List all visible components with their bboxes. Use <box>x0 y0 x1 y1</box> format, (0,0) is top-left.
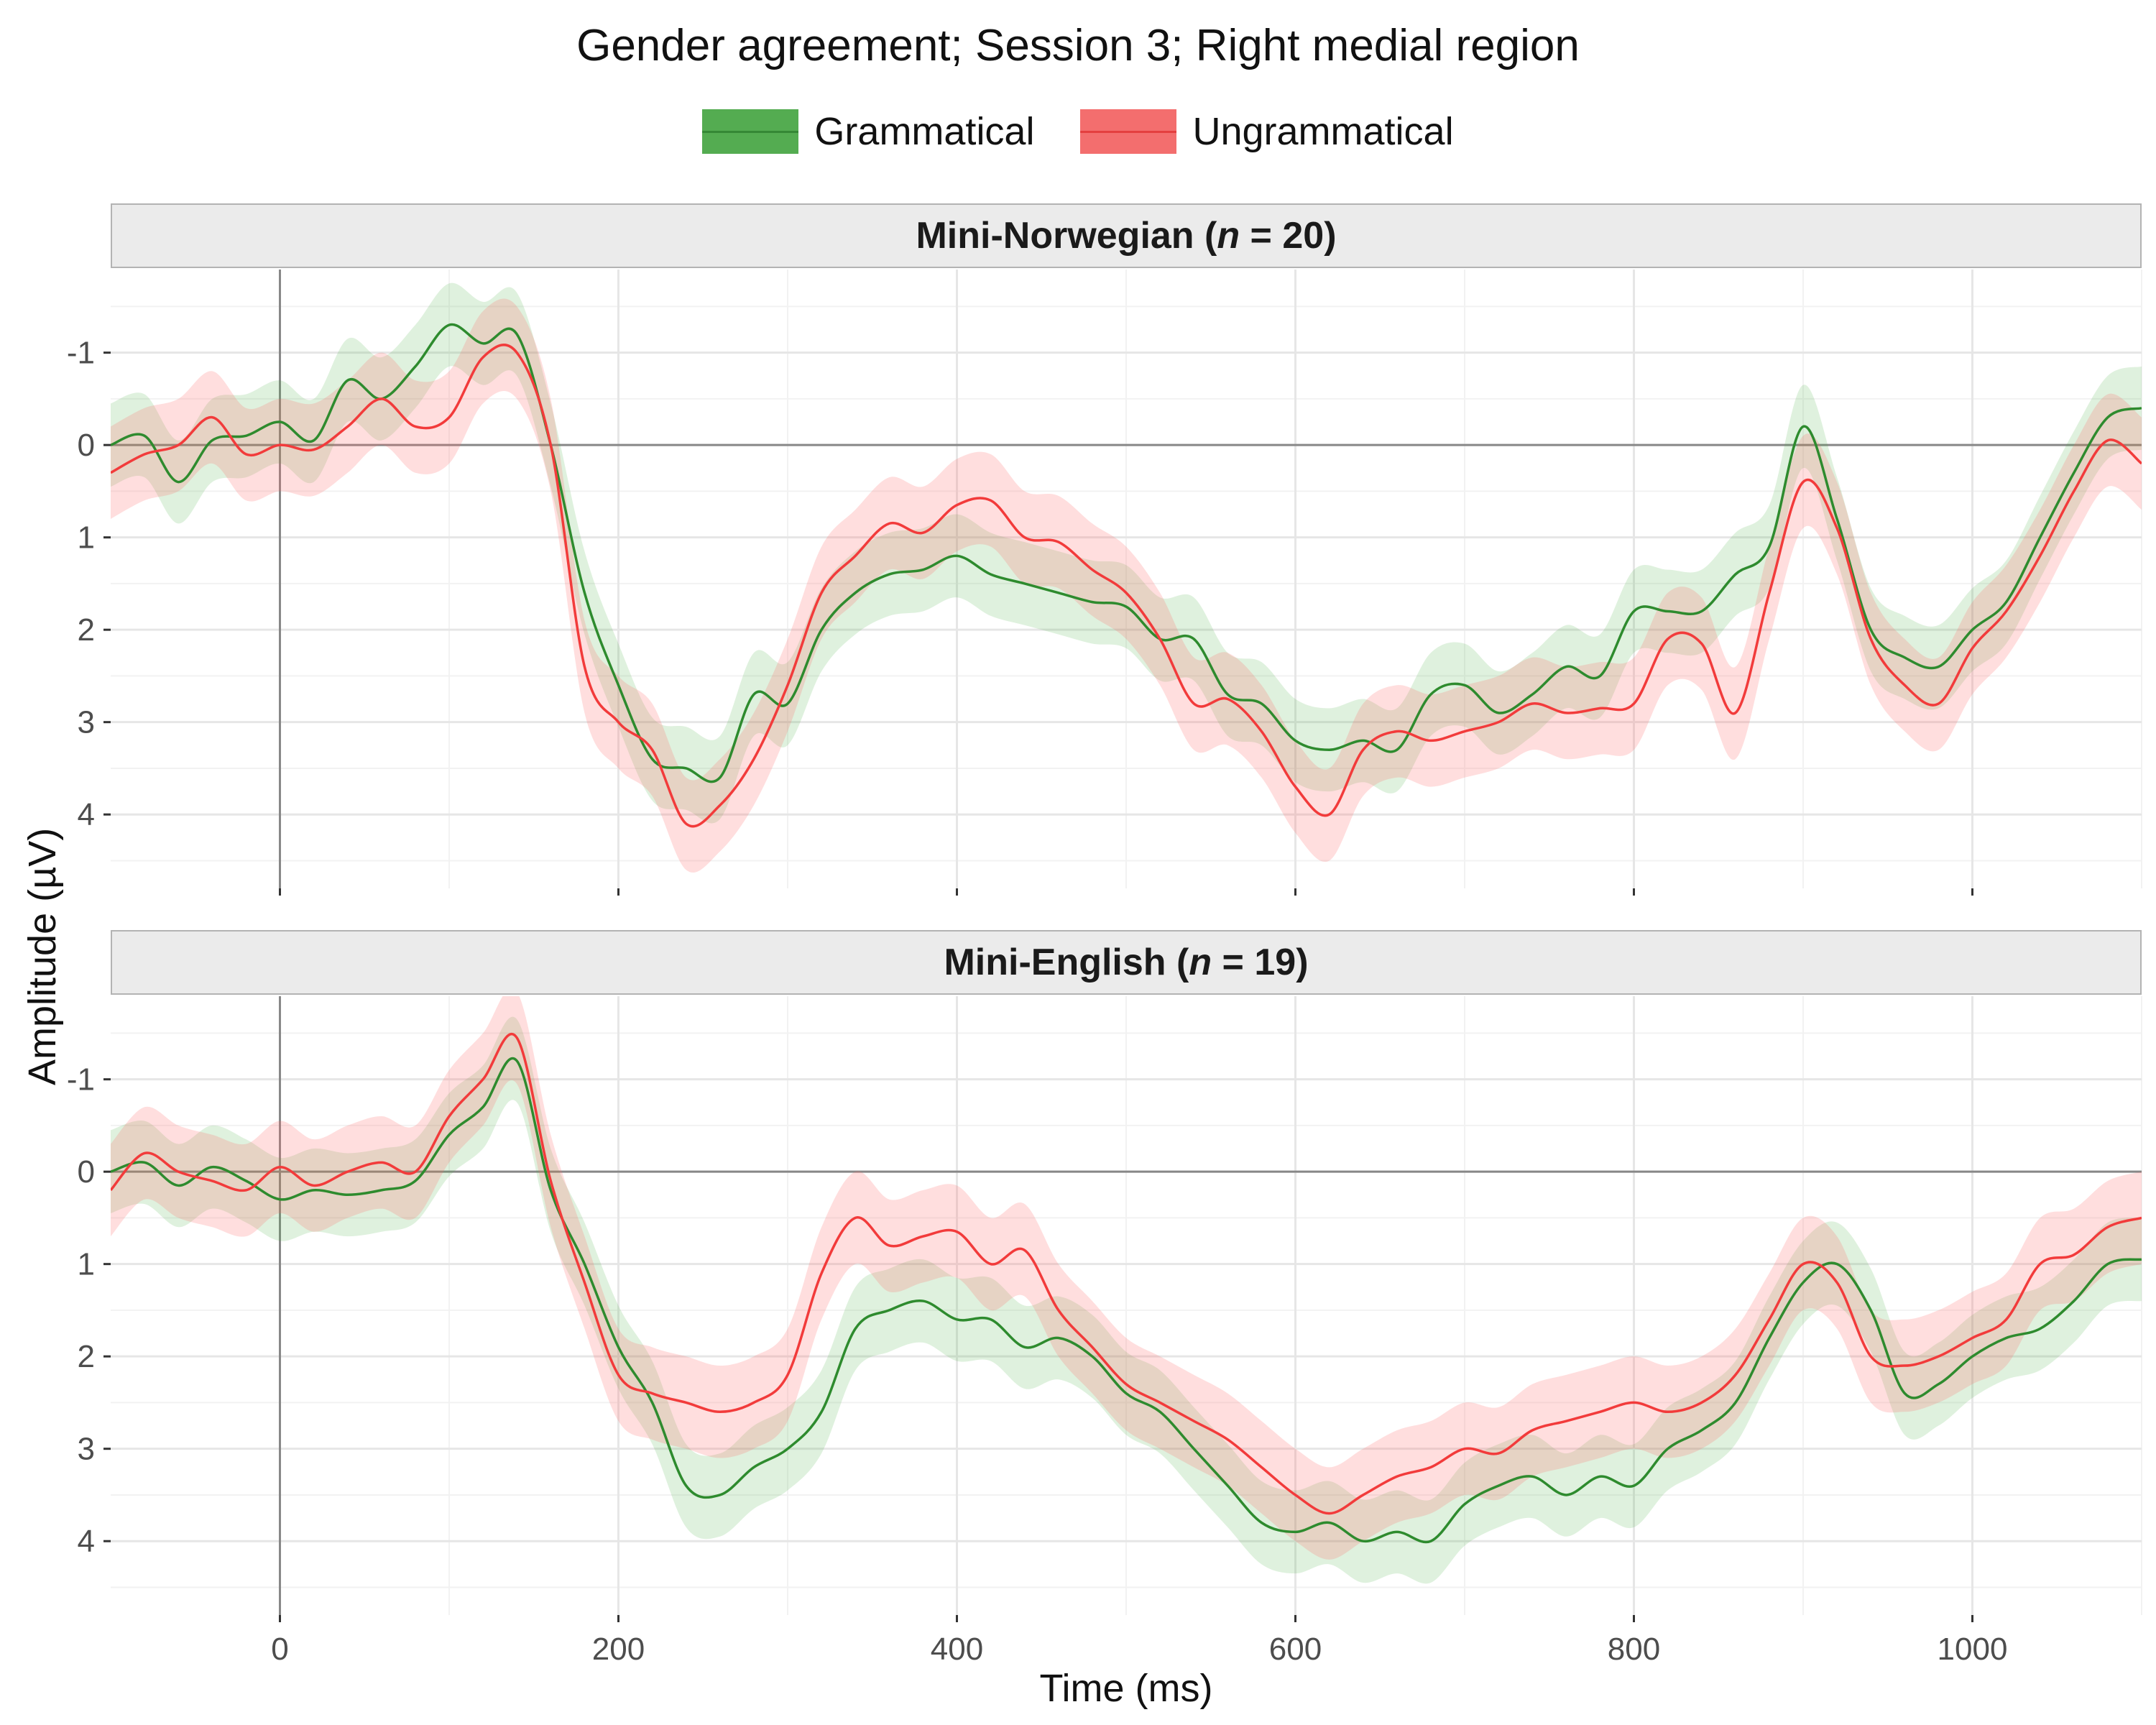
y-tick-label: 1 <box>78 520 95 556</box>
y-tick-label: 2 <box>78 612 95 648</box>
series-line-ungrammatical <box>111 344 2142 828</box>
series-line-grammatical <box>111 1057 2142 1544</box>
legend-item-grammatical: Grammatical <box>702 109 1034 154</box>
y-tick-label: 0 <box>78 428 95 463</box>
panel-strip-mini-english: Mini-English (n = 19) <box>111 930 2142 995</box>
panel-strip-mini-norwegian: Mini-Norwegian (n = 20) <box>111 203 2142 268</box>
y-tick-label: -1 <box>67 336 95 371</box>
x-axis-label: Time (ms) <box>1039 1667 1213 1710</box>
panel-0: -1 0 1 2 3 4 <box>67 270 2142 896</box>
panel-label-prefix: Mini-Norwegian ( <box>916 215 1217 257</box>
legend-label-grammatical: Grammatical <box>814 110 1035 153</box>
legend-key-grammatical <box>702 109 799 154</box>
y-tick-label: 0 <box>78 1154 95 1190</box>
x-tick-label: 1000 <box>1938 1632 2008 1667</box>
series-group <box>111 282 2142 873</box>
panel-1: -1 0 1 2 3 4 0 200 400 600 800 1000 <box>67 996 2142 1667</box>
legend: Grammatical Ungrammatical <box>0 106 2156 157</box>
panel-label-prefix: Mini-English ( <box>944 942 1189 983</box>
panel-label-suffix: = 19) <box>1212 942 1309 983</box>
ci-band-ungrammatical <box>111 996 2142 1560</box>
y-tick-label: -1 <box>67 1062 95 1098</box>
chart-title: Gender agreement; Session 3; Right media… <box>576 21 1580 70</box>
legend-label-ungrammatical: Ungrammatical <box>1192 110 1454 153</box>
y-tick-label: 2 <box>78 1339 95 1374</box>
legend-key-ungrammatical <box>1080 109 1177 154</box>
x-tick-label: 200 <box>592 1632 645 1667</box>
y-tick-label: 4 <box>78 1524 95 1559</box>
y-tick-label: 4 <box>78 797 95 832</box>
series-line-ungrammatical <box>111 1033 2142 1515</box>
x-tick-label: 0 <box>271 1632 288 1667</box>
x-tick-label: 400 <box>931 1632 983 1667</box>
panel-label-n: n <box>1217 215 1240 257</box>
panel-label-n: n <box>1189 942 1212 983</box>
x-tick-label: 800 <box>1608 1632 1660 1667</box>
y-tick-label: 3 <box>78 1432 95 1467</box>
series-group <box>111 996 2142 1584</box>
y-tick-label: 1 <box>78 1247 95 1282</box>
y-tick-label: 3 <box>78 705 95 740</box>
legend-item-ungrammatical: Ungrammatical <box>1080 109 1454 154</box>
series-line-grammatical <box>111 323 2142 783</box>
panel-label-suffix: = 20) <box>1240 215 1337 257</box>
ci-band-ungrammatical <box>111 298 2142 873</box>
x-tick-label: 600 <box>1269 1632 1322 1667</box>
y-axis-label: Amplitude (µV) <box>21 827 64 1085</box>
